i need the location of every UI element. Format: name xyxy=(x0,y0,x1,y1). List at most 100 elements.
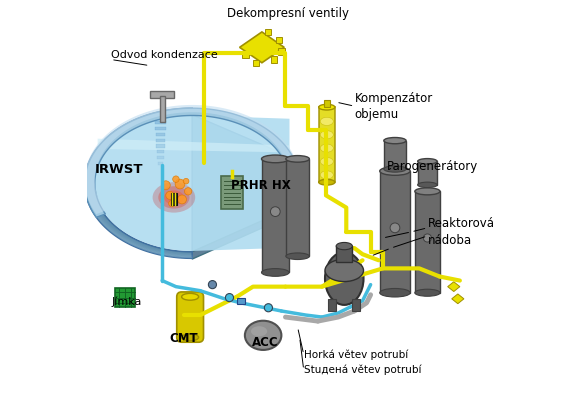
Ellipse shape xyxy=(262,269,289,276)
Text: Stuденá větev potrubí: Stuденá větev potrubí xyxy=(304,365,421,375)
FancyBboxPatch shape xyxy=(221,176,243,209)
Bar xyxy=(155,121,166,125)
Bar xyxy=(278,48,285,55)
Circle shape xyxy=(175,179,185,189)
Text: Odvod kondenzace: Odvod kondenzace xyxy=(111,50,218,61)
Bar xyxy=(318,107,335,182)
Ellipse shape xyxy=(320,117,334,125)
Bar xyxy=(262,159,289,272)
Ellipse shape xyxy=(262,155,289,163)
Polygon shape xyxy=(192,206,296,259)
Circle shape xyxy=(183,178,189,184)
Text: IRWST: IRWST xyxy=(95,162,144,175)
Bar xyxy=(417,161,437,185)
Circle shape xyxy=(166,191,174,199)
Text: Dekompresní ventily: Dekompresní ventily xyxy=(226,7,349,20)
Ellipse shape xyxy=(325,259,364,282)
Ellipse shape xyxy=(320,158,334,166)
Circle shape xyxy=(270,207,280,217)
Text: Horká větev potrubí: Horká větev potrubí xyxy=(304,349,408,360)
Bar xyxy=(157,150,164,153)
Bar xyxy=(156,133,166,136)
Bar xyxy=(243,51,249,58)
Bar xyxy=(149,91,174,98)
Bar xyxy=(415,191,440,293)
Circle shape xyxy=(265,304,273,312)
Polygon shape xyxy=(85,108,192,258)
Bar xyxy=(157,162,163,165)
Bar xyxy=(115,288,135,307)
Bar xyxy=(265,28,271,35)
Ellipse shape xyxy=(182,293,199,300)
Bar xyxy=(156,144,164,148)
Circle shape xyxy=(225,293,233,302)
Bar xyxy=(328,299,336,311)
Text: objemu: objemu xyxy=(354,108,399,121)
Ellipse shape xyxy=(318,104,335,110)
Ellipse shape xyxy=(153,182,195,212)
Polygon shape xyxy=(452,294,464,304)
Bar xyxy=(160,96,164,123)
Ellipse shape xyxy=(158,186,189,208)
Bar xyxy=(353,299,361,311)
Bar xyxy=(156,138,165,142)
Ellipse shape xyxy=(182,334,199,341)
Ellipse shape xyxy=(164,190,184,204)
Ellipse shape xyxy=(417,182,437,188)
Text: Jímka: Jímka xyxy=(112,296,142,307)
Bar xyxy=(171,193,177,205)
Bar xyxy=(276,37,282,43)
Text: Kompenzátor: Kompenzátor xyxy=(354,92,433,105)
Ellipse shape xyxy=(380,289,410,297)
Bar xyxy=(385,155,405,171)
Ellipse shape xyxy=(384,138,406,144)
Ellipse shape xyxy=(417,159,437,164)
Ellipse shape xyxy=(415,188,440,195)
Ellipse shape xyxy=(286,155,309,162)
Bar xyxy=(336,246,353,263)
FancyBboxPatch shape xyxy=(177,292,203,342)
Bar xyxy=(155,127,166,130)
Polygon shape xyxy=(85,108,300,217)
Ellipse shape xyxy=(325,252,364,305)
Text: Reaktorová: Reaktorová xyxy=(427,217,494,230)
Ellipse shape xyxy=(251,326,267,336)
Text: CMT: CMT xyxy=(170,332,199,345)
Polygon shape xyxy=(240,32,284,63)
Bar xyxy=(157,156,164,159)
Bar xyxy=(380,171,410,293)
Bar xyxy=(252,59,259,66)
Circle shape xyxy=(390,223,400,233)
Circle shape xyxy=(162,181,170,190)
Text: PRHR HX: PRHR HX xyxy=(230,179,291,192)
Circle shape xyxy=(178,195,186,204)
Bar xyxy=(419,172,437,185)
Text: nádoba: nádoba xyxy=(427,234,471,247)
Polygon shape xyxy=(85,105,300,214)
Ellipse shape xyxy=(320,171,334,179)
Bar xyxy=(384,141,406,169)
Circle shape xyxy=(423,234,431,242)
Bar xyxy=(324,100,330,107)
Ellipse shape xyxy=(320,144,334,152)
Ellipse shape xyxy=(320,131,334,139)
Circle shape xyxy=(173,176,179,182)
Bar xyxy=(271,56,277,63)
Circle shape xyxy=(208,280,217,289)
Polygon shape xyxy=(192,115,300,252)
Circle shape xyxy=(185,188,192,195)
Polygon shape xyxy=(94,116,290,251)
Bar xyxy=(286,159,309,256)
Ellipse shape xyxy=(286,253,309,260)
Polygon shape xyxy=(448,282,460,291)
Bar xyxy=(237,298,245,304)
Ellipse shape xyxy=(415,289,440,296)
Ellipse shape xyxy=(384,166,406,172)
Text: Parogenerátory: Parogenerátory xyxy=(387,160,478,173)
Ellipse shape xyxy=(380,167,410,175)
Text: ACC: ACC xyxy=(252,336,278,349)
Ellipse shape xyxy=(336,243,353,250)
Ellipse shape xyxy=(318,179,335,185)
Circle shape xyxy=(168,200,175,207)
Ellipse shape xyxy=(245,321,281,350)
